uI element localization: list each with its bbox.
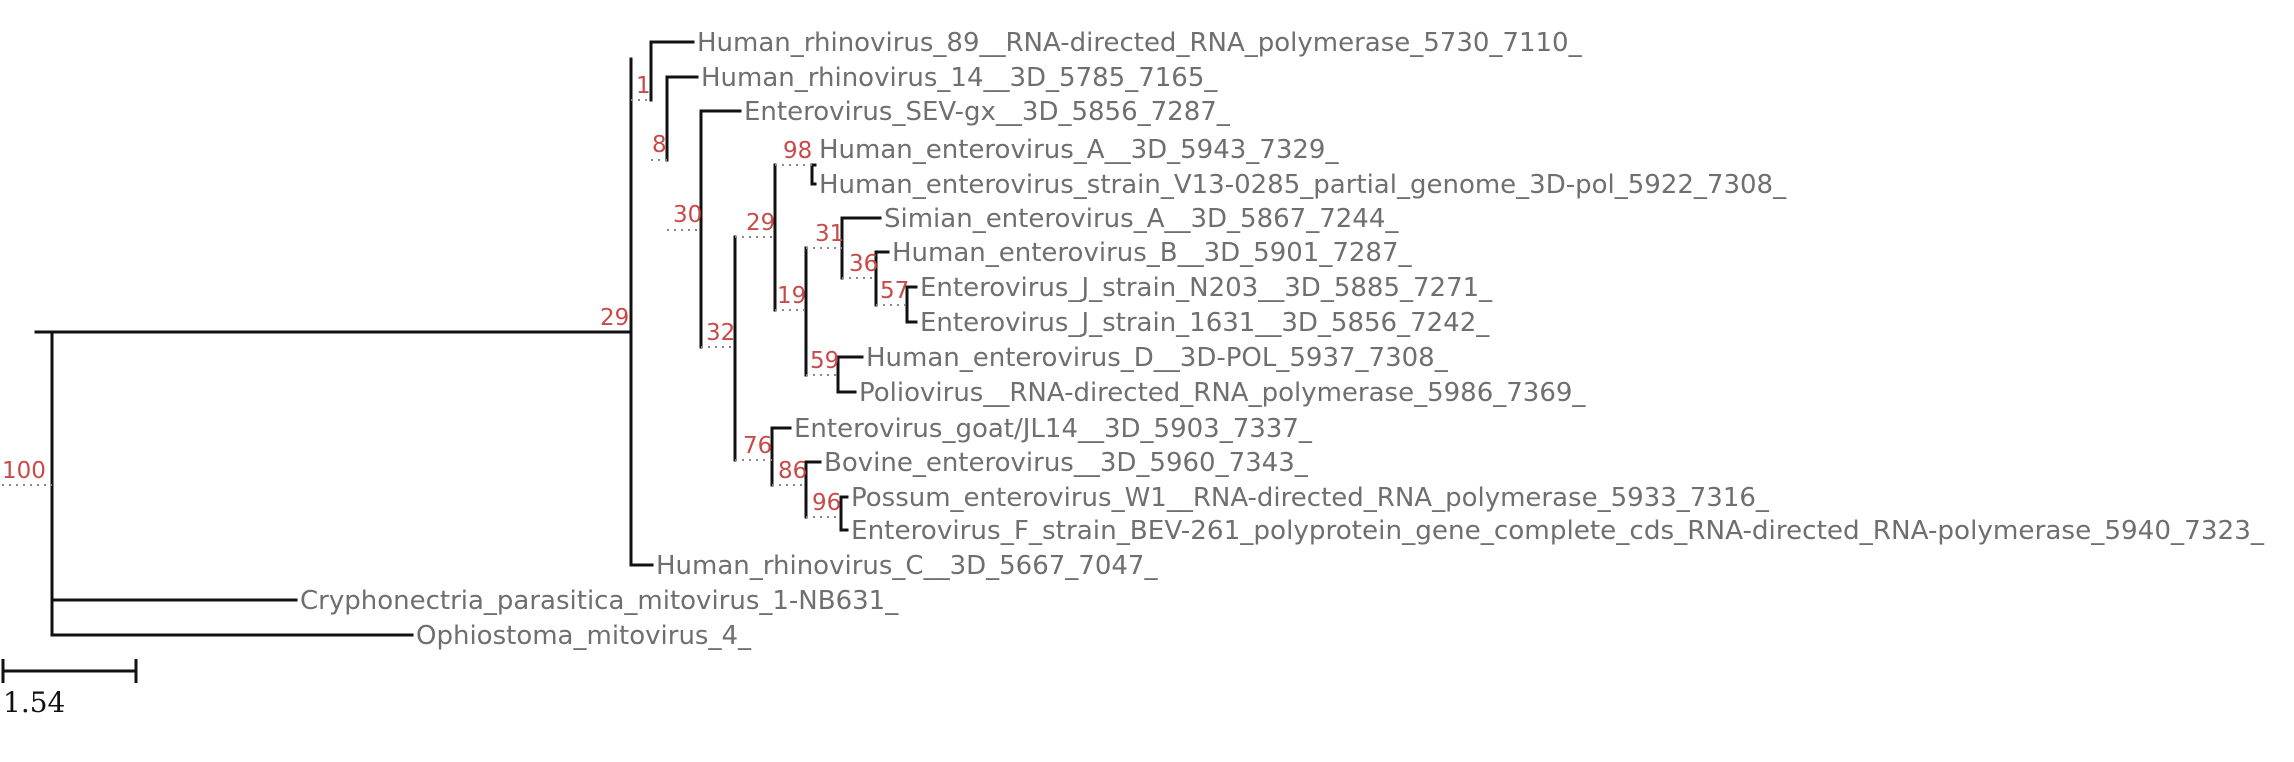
leaf-label: Human_enterovirus_A__3D_5943_7329_ [819, 135, 1339, 165]
leaf-label: Human_rhinovirus_C__3D_5667_7047_ [656, 551, 1158, 581]
support-node-98: 98 [783, 138, 812, 164]
leaf-label: Human_enterovirus_D__3D-POL_5937_7308_ [866, 343, 1449, 373]
support-node-29-inner: 29 [746, 210, 775, 236]
leaf-label: Cryphonectria_parasitica_mitovirus_1-NB6… [300, 586, 899, 616]
leaf-label: Bovine_enterovirus__3D_5960_7343_ [824, 448, 1309, 478]
support-root: 100 [2, 458, 46, 484]
leaf-label: Ophiostoma_mitovirus_4_ [416, 621, 752, 651]
leaf-label: Human_rhinovirus_14__3D_5785_7165_ [701, 63, 1218, 93]
leaf-label: Human_rhinovirus_89__RNA-directed_RNA_po… [697, 28, 1583, 58]
support-node-19: 19 [777, 283, 806, 309]
support-node-86: 86 [778, 458, 807, 484]
support-node-8: 8 [652, 132, 667, 158]
leaf-label: Enterovirus_J_strain_N203__3D_5885_7271_ [920, 273, 1493, 303]
tree-leaders [2, 99, 907, 518]
support-node-76: 76 [743, 433, 772, 459]
leaf-label: Enterovirus_F_strain_BEV-261_polyprotein… [851, 516, 2265, 546]
support-node-30: 30 [673, 202, 702, 228]
support-node-57: 57 [880, 278, 909, 304]
leaf-labels: Human_rhinovirus_89__RNA-directed_RNA_po… [300, 28, 2265, 651]
leaf-label: Human_enterovirus_strain_V13-0285_partia… [819, 170, 1787, 200]
support-node-32: 32 [706, 320, 735, 346]
scale-bar: 1.54 [1, 659, 138, 719]
scale-bar-label: 1.54 [3, 686, 65, 719]
leaf-label: Enterovirus_goat/JL14__3D_5903_7337_ [794, 414, 1313, 444]
support-node-1: 1 [636, 73, 651, 99]
support-node-96: 96 [812, 490, 841, 516]
leaf-label: Simian_enterovirus_A__3D_5867_7244_ [884, 204, 1399, 234]
support-node-36: 36 [849, 251, 878, 277]
leaf-label: Enterovirus_SEV-gx__3D_5856_7287_ [744, 97, 1231, 127]
tree-branches [34, 40, 918, 637]
support-values: 100 29 1 8 30 32 29 98 19 31 36 57 59 76… [2, 73, 909, 516]
support-node-59: 59 [810, 348, 839, 374]
support-main-clade: 29 [600, 305, 629, 331]
leaf-label: Poliovirus__RNA-directed_RNA_polymerase_… [859, 378, 1586, 408]
support-node-31: 31 [815, 221, 844, 247]
leaf-label: Enterovirus_J_strain_1631__3D_5856_7242_ [920, 308, 1490, 338]
leaf-label: Possum_enterovirus_W1__RNA-directed_RNA_… [851, 483, 1770, 513]
leaf-label: Human_enterovirus_B__3D_5901_7287_ [892, 238, 1413, 268]
